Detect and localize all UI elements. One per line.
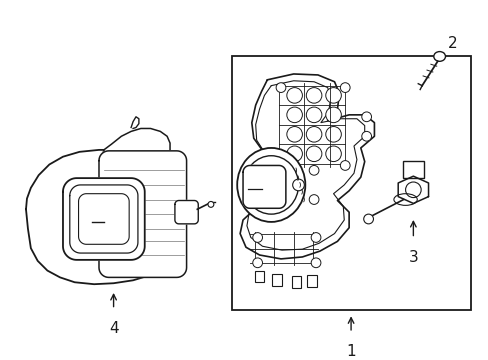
Polygon shape: [102, 129, 170, 173]
Bar: [402, 161, 423, 178]
Polygon shape: [175, 201, 198, 224]
Circle shape: [405, 182, 420, 198]
Bar: [306, 275, 316, 287]
Ellipse shape: [433, 51, 445, 61]
Polygon shape: [243, 166, 285, 208]
Polygon shape: [99, 151, 186, 278]
Circle shape: [305, 107, 321, 123]
Circle shape: [252, 233, 262, 242]
Bar: [272, 274, 282, 286]
Polygon shape: [63, 178, 144, 260]
Circle shape: [286, 107, 302, 123]
Circle shape: [292, 179, 304, 191]
Circle shape: [325, 107, 341, 123]
Polygon shape: [79, 194, 129, 244]
Bar: [254, 271, 264, 282]
Ellipse shape: [237, 148, 305, 222]
Polygon shape: [70, 185, 138, 253]
Text: 4: 4: [108, 321, 118, 336]
Circle shape: [361, 112, 371, 122]
Circle shape: [286, 87, 302, 103]
Polygon shape: [240, 74, 374, 259]
Text: 2: 2: [447, 36, 456, 51]
Circle shape: [305, 87, 321, 103]
Circle shape: [310, 258, 320, 267]
Circle shape: [325, 146, 341, 162]
Circle shape: [340, 83, 349, 93]
Circle shape: [305, 126, 321, 142]
Bar: [232, 57, 470, 310]
Circle shape: [308, 166, 318, 175]
Circle shape: [305, 146, 321, 162]
Text: 3: 3: [407, 250, 417, 265]
Circle shape: [340, 161, 349, 170]
Ellipse shape: [244, 156, 298, 214]
Text: 1: 1: [346, 343, 355, 359]
Circle shape: [286, 146, 302, 162]
Bar: [291, 276, 301, 288]
Circle shape: [361, 131, 371, 141]
Polygon shape: [26, 150, 184, 284]
Circle shape: [363, 214, 373, 224]
Polygon shape: [397, 176, 427, 203]
Circle shape: [286, 126, 302, 142]
Circle shape: [325, 87, 341, 103]
Circle shape: [207, 202, 213, 207]
Circle shape: [276, 83, 285, 93]
Circle shape: [252, 258, 262, 267]
Circle shape: [310, 233, 320, 242]
Circle shape: [325, 126, 341, 142]
Circle shape: [276, 161, 285, 170]
Circle shape: [308, 195, 318, 204]
